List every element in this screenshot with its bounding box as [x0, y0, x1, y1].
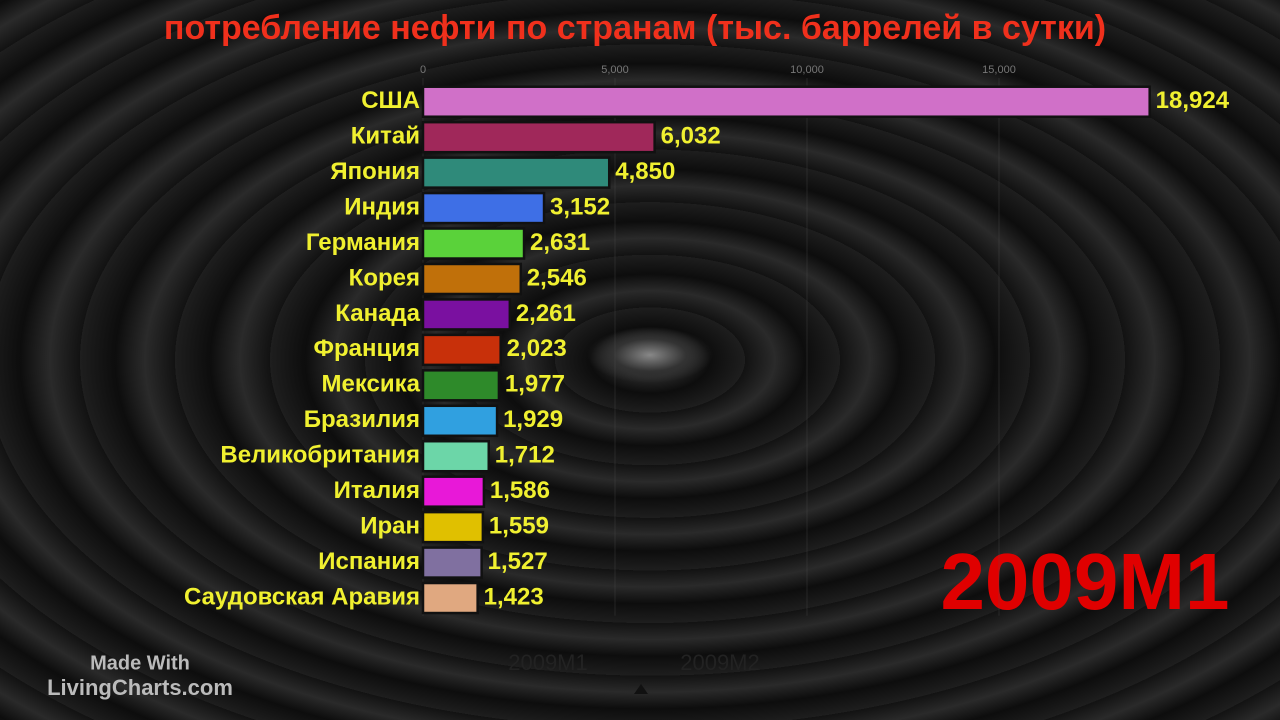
x-tick-label: 5,000	[601, 64, 629, 76]
watermark: Made With	[90, 652, 190, 674]
timeline-label: 2009M1	[508, 650, 588, 675]
bar	[421, 191, 546, 225]
watermark: LivingCharts.com	[47, 675, 233, 700]
bar	[421, 404, 499, 438]
bar	[421, 298, 512, 331]
bar	[421, 581, 479, 615]
bar	[421, 475, 486, 508]
bar	[421, 546, 483, 579]
category-label: Канада	[335, 300, 420, 327]
category-label: Испания	[318, 548, 420, 575]
category-label: Япония	[330, 158, 420, 185]
date-label: 2009M1	[940, 537, 1229, 626]
value-label: 1,527	[488, 548, 548, 575]
value-label: 1,559	[489, 512, 549, 539]
category-label: Германия	[306, 229, 420, 256]
value-label: 1,929	[503, 406, 563, 433]
bar	[421, 156, 611, 189]
category-label: Франция	[314, 335, 421, 362]
timeline-label: 2009M2	[680, 650, 760, 675]
timeline-marker	[634, 684, 648, 694]
x-tick-label: 0	[420, 64, 426, 76]
category-label: США	[361, 87, 420, 114]
value-label: 1,712	[495, 442, 555, 469]
category-label: Индия	[344, 193, 420, 220]
category-label: Саудовская Аравия	[184, 583, 420, 610]
category-label: Великобритания	[220, 442, 420, 469]
category-label: Италия	[334, 477, 420, 504]
bar	[421, 227, 526, 260]
value-label: 3,152	[550, 193, 610, 220]
value-label: 2,546	[527, 264, 587, 291]
category-label: Бразилия	[304, 406, 420, 433]
value-label: 2,023	[507, 335, 567, 362]
category-label: Иран	[360, 512, 420, 539]
value-label: 2,631	[530, 229, 590, 256]
x-tick-label: 10,000	[790, 64, 824, 76]
category-label: Корея	[349, 264, 420, 291]
category-label: Мексика	[322, 371, 421, 398]
value-label: 6,032	[661, 123, 721, 150]
bar	[421, 120, 656, 154]
value-label: 18,924	[1156, 87, 1230, 114]
value-label: 1,977	[505, 371, 565, 398]
bar	[421, 510, 485, 544]
bar	[421, 439, 490, 473]
value-label: 4,850	[615, 158, 675, 185]
value-label: 1,586	[490, 477, 550, 504]
bar	[421, 369, 501, 402]
bar	[421, 333, 502, 367]
value-label: 1,423	[484, 583, 544, 610]
x-tick-label: 15,000	[982, 64, 1016, 76]
chart-title: потребление нефти по странам (тыс. барре…	[164, 9, 1106, 47]
category-label: Китай	[351, 123, 420, 150]
value-label: 2,261	[516, 300, 576, 327]
bar	[421, 85, 1151, 118]
bar	[421, 262, 523, 296]
